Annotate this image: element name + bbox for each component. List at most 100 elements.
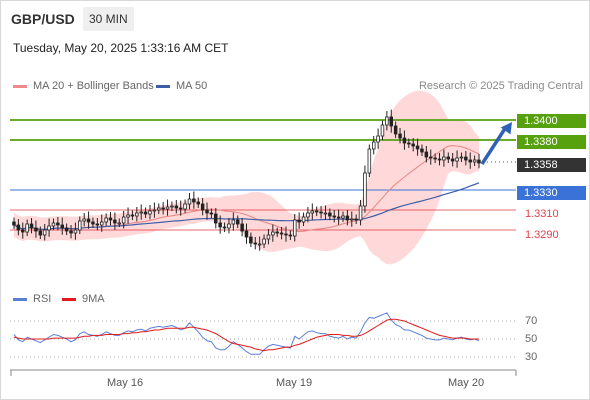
candle-body xyxy=(319,211,323,214)
candle-body xyxy=(130,214,135,217)
candle-body xyxy=(235,219,240,225)
candle-body xyxy=(143,211,148,215)
candle-body xyxy=(332,215,336,218)
candle-body xyxy=(152,209,157,212)
candle-body xyxy=(402,137,407,144)
rsi-tick-30: 30 xyxy=(525,351,538,363)
candle-body xyxy=(433,157,437,160)
level-tag-r2: 1.3400 xyxy=(517,114,586,128)
candle-body xyxy=(271,231,275,236)
candle-body xyxy=(73,229,78,234)
candle-body xyxy=(464,156,468,161)
candle-body xyxy=(354,218,358,221)
candle-body xyxy=(407,142,411,145)
candle-body xyxy=(38,230,43,236)
candle-body xyxy=(389,116,393,127)
candle-body xyxy=(446,156,450,160)
candle-body xyxy=(69,230,73,234)
candle-body xyxy=(288,234,293,237)
candle-body xyxy=(16,224,21,231)
candle-body xyxy=(56,222,60,226)
candle-body xyxy=(156,207,161,211)
candle-body xyxy=(60,224,65,229)
candle-body xyxy=(380,124,385,137)
x-tick-may16: May 16 xyxy=(107,377,144,389)
legend-ma20-label: MA 20 + Bollinger Bands xyxy=(33,80,154,92)
candle-body xyxy=(218,222,222,228)
candle-body xyxy=(428,156,433,159)
candle-body xyxy=(450,158,455,162)
legend-ma50-label: MA 50 xyxy=(176,80,208,92)
candle-body xyxy=(108,217,113,221)
rsi-tick-50: 50 xyxy=(525,333,538,345)
candle-body xyxy=(424,151,429,158)
rsi-swatch xyxy=(13,297,27,301)
candle-body xyxy=(279,232,284,235)
x-tick-may19: May 19 xyxy=(276,377,313,389)
candle-body xyxy=(310,210,314,214)
candle-body xyxy=(165,206,170,210)
candle-body xyxy=(126,214,130,218)
candle-body xyxy=(121,216,126,224)
candle-body xyxy=(472,159,477,163)
ma50-swatch xyxy=(156,84,170,88)
candle-body xyxy=(51,222,56,227)
candle-body xyxy=(249,236,253,244)
candle-body xyxy=(257,243,262,246)
legend-ma50: MA 50 xyxy=(156,80,207,92)
bollinger-band-area xyxy=(14,90,479,265)
candle-body xyxy=(323,212,328,215)
currency-pair: GBP/USD xyxy=(11,11,75,27)
candle-body xyxy=(345,215,350,221)
rsi-ma9-line xyxy=(13,318,479,352)
candle-body xyxy=(231,219,236,225)
candle-body xyxy=(213,213,218,224)
candle-body xyxy=(275,231,279,234)
candle-body xyxy=(227,223,231,229)
candle-body xyxy=(253,242,257,245)
candle-body xyxy=(336,216,341,219)
candle-body xyxy=(135,212,139,217)
chart-datetime: Tuesday, May 20, 2025 1:33:16 AM CET xyxy=(13,41,229,55)
legend-ma9: 9MA xyxy=(62,293,105,305)
legend-rsi: RSI xyxy=(13,293,51,305)
candle-body xyxy=(222,226,227,229)
level-tag-current: 1.3358 xyxy=(517,158,586,172)
candle-body xyxy=(183,203,187,210)
projection-arrow-line xyxy=(480,126,508,165)
candle-body xyxy=(47,225,51,231)
timeframe-badge[interactable]: 30 MIN xyxy=(83,7,134,31)
candle-body xyxy=(459,156,464,159)
ma20-swatch xyxy=(13,84,27,88)
research-credit: Research © 2025 Trading Central xyxy=(418,80,583,92)
candle-body xyxy=(205,209,209,214)
candle-body xyxy=(341,215,345,219)
candle-body xyxy=(349,218,354,221)
candle-body xyxy=(376,135,380,143)
candle-body xyxy=(297,219,301,223)
level-label-s1: 1.3310 xyxy=(525,208,559,220)
candle-body xyxy=(240,223,244,232)
candle-body xyxy=(42,229,47,236)
candle-body xyxy=(104,217,108,223)
candle-body xyxy=(117,222,122,225)
candle-body xyxy=(34,227,38,232)
legend-rsi-label: RSI xyxy=(33,293,52,305)
candle-body xyxy=(411,143,415,147)
candle-body xyxy=(292,219,297,237)
rsi-tick-70: 70 xyxy=(525,315,538,327)
candle-body xyxy=(442,156,446,161)
candle-body xyxy=(20,229,25,233)
candle-body xyxy=(437,158,442,161)
candle-body xyxy=(262,238,266,245)
candle-body xyxy=(266,234,271,240)
candle-body xyxy=(196,201,200,205)
candle-body xyxy=(385,116,389,126)
candle-body xyxy=(86,218,91,223)
candle-body xyxy=(371,141,376,150)
candle-body xyxy=(314,210,319,213)
candle-body xyxy=(301,216,306,223)
candle-body xyxy=(82,218,86,222)
candle-body xyxy=(25,223,29,233)
